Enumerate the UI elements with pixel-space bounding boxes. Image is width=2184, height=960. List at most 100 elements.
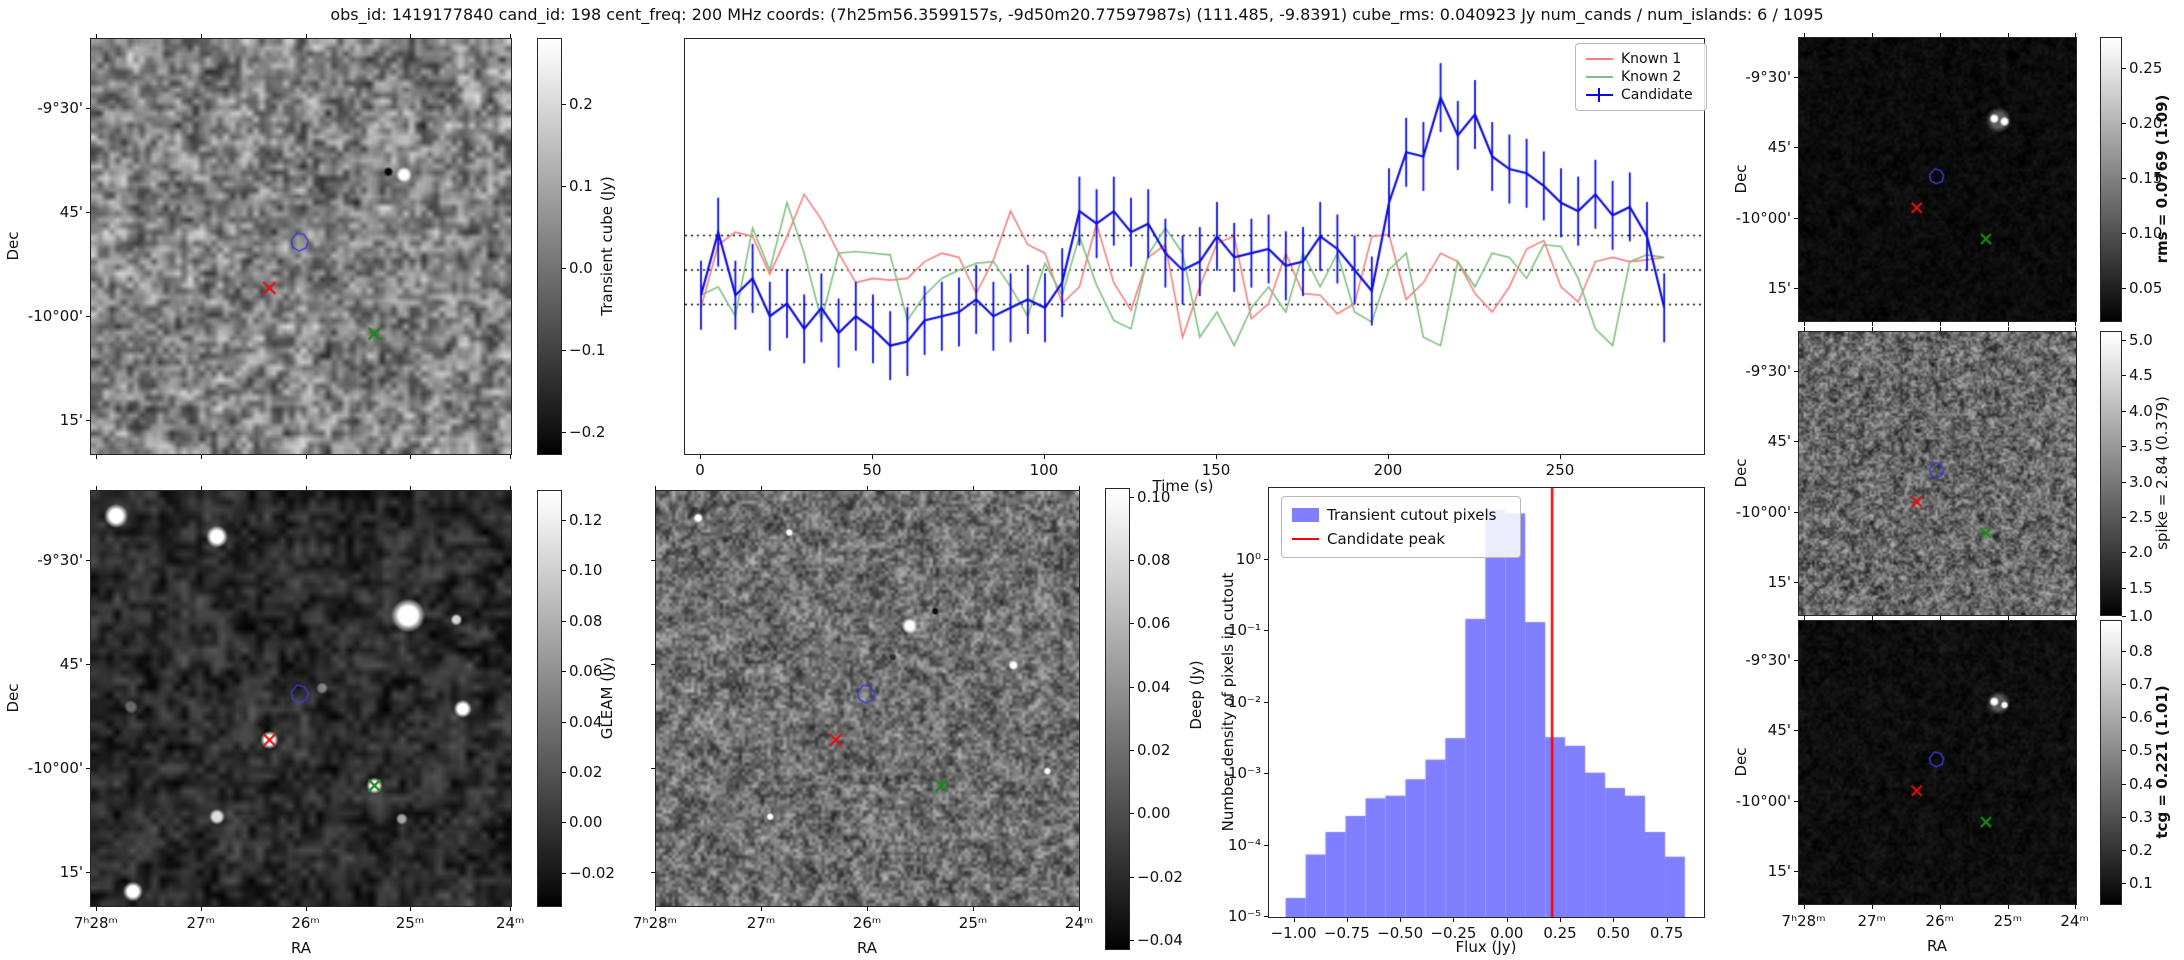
spike-map-image (1798, 331, 2077, 616)
tcg-map-image (1798, 620, 2077, 905)
tick-mark (562, 620, 566, 622)
colorbar-tick-label: 0.3 (2129, 807, 2153, 826)
colorbar-tick-label: 0.04 (1137, 677, 1171, 696)
tick-mark (2074, 905, 2076, 909)
time-tick-label: 200 (1373, 461, 1403, 479)
spike-map-ylabel: Dec (1732, 458, 1750, 488)
colorbar-tick-label: 1.5 (2129, 578, 2153, 597)
tick-mark (1794, 217, 1798, 219)
colorbar-tick-label: 0.02 (1137, 741, 1171, 759)
colorbar-tick-label: 0.10 (569, 561, 603, 580)
gleam-image (90, 490, 512, 907)
dec-tick-label: -10°00' (27, 307, 83, 326)
gleam-ylabel: Dec (4, 683, 22, 713)
tick-mark (1388, 455, 1389, 459)
colorbar-tick-label: 2.5 (2129, 508, 2153, 526)
colorbar-tick-label: 0.04 (569, 712, 603, 731)
legend-label: Transient cutout pixels (1327, 506, 1497, 524)
tick-mark (2122, 587, 2126, 589)
dec-tick-label: 15' (59, 410, 83, 429)
rms-map-canvas (1799, 38, 2076, 321)
tick-mark (200, 907, 202, 911)
lightcurve-xlabel: Time (s) (1152, 477, 1214, 495)
gleam-colorbar (537, 490, 562, 907)
tick-mark (1560, 918, 1562, 922)
colorbar-tick-label: 0.08 (1137, 551, 1171, 570)
colorbar-tick-label: 0.12 (569, 510, 603, 529)
colorbar-tick-label: 4.5 (2129, 366, 2153, 385)
tick-mark (2122, 783, 2126, 785)
tick-mark (2007, 616, 2009, 620)
ra-tick-label: 24ᵐ (495, 914, 525, 932)
tick-mark (2007, 327, 2009, 331)
tick-mark (2122, 410, 2126, 412)
tick-mark (1613, 918, 1615, 922)
colorbar-tick-label: 0.00 (569, 813, 603, 832)
tick-mark (2122, 849, 2126, 851)
deep-xlabel: RA (856, 939, 878, 957)
tick-mark (1130, 623, 1134, 625)
colorbar-tick-label: 0.10 (1137, 487, 1171, 506)
spike-map-colorbar (2100, 331, 2122, 616)
tick-mark (305, 486, 307, 490)
gleam-colorbar-label: GLEAM (Jy) (598, 656, 616, 740)
tick-mark (1794, 370, 1798, 372)
legend-item-known1: Known 1 (1586, 51, 1696, 67)
tick-mark (1264, 701, 1268, 703)
tick-mark (1506, 918, 1508, 922)
tick-mark (562, 822, 566, 824)
dec-tick-label: -10°00' (1735, 791, 1791, 810)
tick-mark (1794, 147, 1798, 148)
tick-mark (562, 185, 566, 187)
histogram-xlabel: Flux (Jy) (1455, 938, 1517, 956)
tick-mark (2122, 233, 2126, 235)
legend-label: Known 2 (1621, 69, 1682, 85)
colorbar-tick-label: 0.20 (2129, 113, 2163, 132)
colorbar-tick-label: −0.04 (1137, 930, 1183, 949)
colorbar-tick-label: 0.2 (2129, 840, 2153, 859)
dec-tick-label: -10°00' (1735, 502, 1791, 521)
tick-mark (2122, 552, 2126, 554)
dec-tick-label: 45' (59, 202, 83, 221)
tick-mark (510, 486, 512, 490)
dec-tick-label: 45' (59, 654, 83, 673)
tick-mark (95, 455, 97, 459)
tick-mark (1130, 939, 1134, 941)
spike-map-colorbar-label: spike = 2.84 (0.379) (2153, 396, 2171, 550)
tick-mark (86, 419, 90, 421)
figure-title: obs_id: 1419177840 cand_id: 198 cent_fre… (330, 5, 1824, 24)
known2-line-swatch (1586, 70, 1613, 84)
dec-tick-label: -9°30' (37, 99, 83, 118)
density-tick-label: 10⁻³ (1227, 764, 1261, 783)
tick-mark (1939, 905, 1941, 909)
gleam-xlabel: RA (290, 939, 312, 957)
dec-tick-label: -10°00' (27, 759, 83, 778)
tcg-map-colorbar (2100, 620, 2122, 905)
tick-mark (651, 871, 655, 873)
legend-item-known2: Known 2 (1586, 69, 1696, 85)
tick-mark (562, 570, 566, 572)
tick-mark (1264, 559, 1268, 560)
rms-map-colorbar (2100, 37, 2122, 322)
tick-mark (1794, 659, 1798, 661)
time-tick-label: 0 (695, 461, 705, 479)
tcg-map-canvas (1799, 621, 2076, 904)
tick-mark (1794, 76, 1798, 78)
tick-mark (1794, 800, 1798, 802)
dec-tick-label: -9°30' (1745, 650, 1791, 669)
deep-colorbar (1105, 488, 1130, 950)
tick-mark (562, 349, 566, 351)
tick-mark (651, 560, 655, 562)
colorbar-tick-label: 1.0 (2129, 607, 2153, 625)
tick-mark (1079, 907, 1080, 911)
tick-mark (1939, 322, 1941, 326)
colorbar-tick-label: 0.25 (2129, 58, 2163, 77)
density-tick-label: 10⁻⁴ (1227, 835, 1261, 854)
tick-mark (562, 771, 566, 773)
tick-mark (655, 907, 656, 911)
tick-mark (86, 663, 90, 665)
rms-map-ylabel: Dec (1732, 164, 1750, 194)
flux-tick-label: 0.50 (1596, 924, 1631, 942)
density-tick-label: 10⁻² (1227, 692, 1261, 711)
